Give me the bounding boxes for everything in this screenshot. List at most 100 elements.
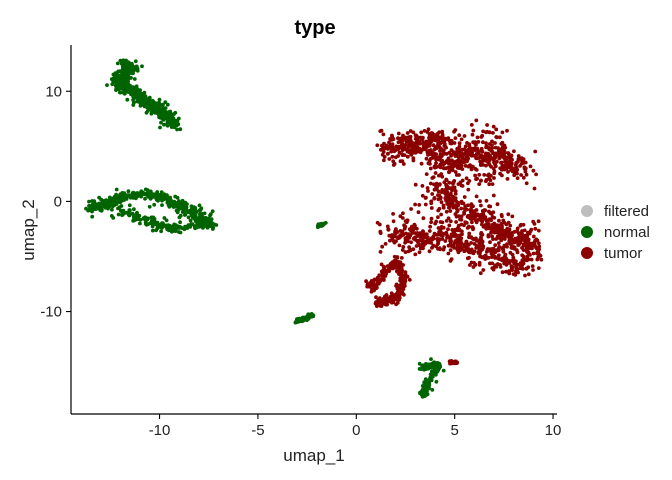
tumor-point <box>464 176 469 181</box>
tumor-point <box>495 135 499 140</box>
tumor-point <box>386 227 391 232</box>
tumor-point <box>434 185 438 189</box>
tumor-point <box>411 228 415 233</box>
tumor-point <box>397 262 401 266</box>
normal-point <box>194 209 198 213</box>
normal-point <box>119 61 124 66</box>
tumor-point <box>490 228 495 233</box>
normal-point <box>108 195 112 200</box>
normal-point <box>164 218 169 223</box>
tumor-point <box>521 243 526 248</box>
normal-point <box>188 218 193 223</box>
normal-point <box>147 204 152 209</box>
tumor-point <box>395 301 400 305</box>
tumor-point <box>417 231 422 236</box>
tumor-point <box>531 251 536 256</box>
tumor-point <box>385 297 389 301</box>
tumor-point <box>499 238 504 243</box>
tumor-point <box>383 302 387 306</box>
normal-point <box>210 222 215 227</box>
tumor-point <box>488 211 493 216</box>
tumor-point <box>511 255 516 260</box>
normal-point <box>135 99 140 104</box>
tumor-point <box>484 163 488 168</box>
normal-point <box>119 204 124 208</box>
tumor-point <box>462 134 467 138</box>
tumor-point <box>417 238 422 243</box>
normal-point <box>419 392 424 397</box>
y-tick-label: 0 <box>54 193 62 210</box>
normal-point <box>126 69 131 73</box>
normal-point <box>173 194 178 199</box>
tumor-point <box>443 239 448 243</box>
normal-point <box>169 225 174 230</box>
normal-point <box>111 216 116 220</box>
tumor-point <box>487 224 491 229</box>
tumor-point <box>418 150 423 155</box>
normal-point <box>135 94 140 99</box>
tumor-point <box>509 163 514 168</box>
tumor-point <box>515 176 520 181</box>
normal-point <box>110 207 114 212</box>
tumor-point <box>409 207 413 211</box>
tumor-point <box>495 202 500 207</box>
tumor-point <box>526 272 531 277</box>
tumor-point <box>446 251 451 256</box>
normal-point <box>92 199 97 204</box>
tumor-point <box>448 192 453 196</box>
tumor-point <box>421 229 425 234</box>
tumor-point <box>416 210 421 215</box>
tumor-point <box>426 161 431 166</box>
normal-point <box>150 224 155 229</box>
tumor-point <box>493 141 497 145</box>
normal-cluster-2 <box>315 221 328 230</box>
normal-point <box>158 125 162 130</box>
tumor-point <box>475 156 479 161</box>
normal-point <box>191 215 195 220</box>
tumor-point <box>507 271 512 276</box>
tumor-point <box>477 263 482 267</box>
tumor-point <box>521 175 526 180</box>
tumor-point <box>397 295 402 300</box>
tumor-point <box>524 246 529 250</box>
tumor-point <box>479 148 484 153</box>
normal-point <box>181 205 186 210</box>
tumor-point <box>475 244 479 249</box>
tumor-point <box>469 216 474 221</box>
tumor-point <box>503 150 507 155</box>
tumor-point <box>379 128 384 133</box>
tumor-point <box>421 246 425 251</box>
tumor-point <box>494 265 499 269</box>
tumor-point <box>529 241 534 246</box>
tumor-point <box>509 153 513 158</box>
normal-point <box>160 203 164 208</box>
tumor-point <box>394 297 399 302</box>
tumor-point <box>502 143 507 148</box>
tumor-point <box>475 176 479 181</box>
tumor-point <box>427 229 432 233</box>
tumor-point <box>500 229 505 234</box>
normal-point <box>178 220 183 225</box>
tumor-point <box>478 243 482 248</box>
normal-point <box>87 199 91 204</box>
tumor-point <box>485 123 489 127</box>
normal-point <box>122 77 127 82</box>
tumor-point <box>487 172 491 177</box>
tumor-point <box>459 199 464 204</box>
normal-point <box>175 127 180 132</box>
tumor-point <box>476 218 481 222</box>
tumor-point <box>425 186 430 190</box>
normal-point <box>195 225 200 230</box>
normal-point <box>127 208 132 213</box>
tumor-point <box>489 155 493 160</box>
points-layer <box>84 58 544 399</box>
tumor-point <box>509 168 513 172</box>
normal-point <box>94 205 99 210</box>
tumor-point <box>494 127 499 132</box>
tumor-point <box>419 130 424 135</box>
normal-point <box>120 191 125 195</box>
tumor-point <box>434 146 438 151</box>
tumor-point <box>454 214 459 219</box>
tumor-point <box>484 130 488 135</box>
tumor-point <box>482 173 487 177</box>
